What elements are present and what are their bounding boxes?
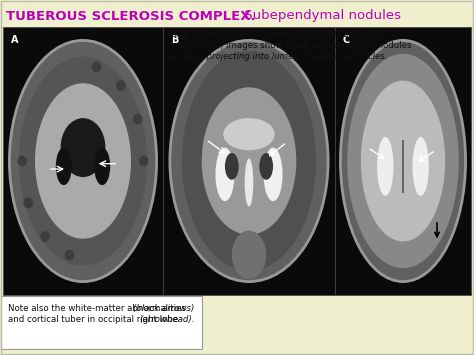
Ellipse shape [377,137,393,196]
Ellipse shape [245,158,253,207]
Ellipse shape [64,250,74,261]
Text: (arrows) projecting into lumen of lateral ventricles.: (arrows) projecting into lumen of latera… [168,52,388,61]
Ellipse shape [35,83,131,239]
Ellipse shape [259,153,273,180]
Ellipse shape [9,40,156,282]
Text: Subependymal nodules: Subependymal nodules [240,10,401,22]
Ellipse shape [361,81,445,241]
FancyBboxPatch shape [401,140,404,193]
Text: A: A [11,35,18,45]
FancyBboxPatch shape [335,27,471,295]
Ellipse shape [232,231,266,279]
Ellipse shape [116,80,126,91]
Ellipse shape [412,137,429,196]
Text: TUBEROUS SCLEROSIS COMPLEX.: TUBEROUS SCLEROSIS COMPLEX. [6,10,255,22]
FancyBboxPatch shape [1,296,202,349]
Ellipse shape [139,155,149,166]
Ellipse shape [216,148,234,201]
Ellipse shape [170,40,328,282]
Text: and cortical tuber in occipital right lobe: and cortical tuber in occipital right lo… [8,315,181,324]
Text: C: C [343,35,350,45]
Ellipse shape [223,118,275,150]
Ellipse shape [347,54,459,268]
Text: B: B [171,35,178,45]
Ellipse shape [18,155,27,166]
Ellipse shape [94,148,110,185]
Ellipse shape [61,118,105,177]
Text: (black arrows): (black arrows) [133,304,194,313]
Ellipse shape [225,153,239,180]
Ellipse shape [23,197,33,208]
Ellipse shape [264,148,283,201]
Ellipse shape [202,87,296,235]
Text: Axial T1-weighted (A), coronal FLAIR (B) and axial T2-: Axial T1-weighted (A), coronal FLAIR (B)… [168,30,399,39]
Ellipse shape [19,56,147,266]
Ellipse shape [56,148,72,185]
Ellipse shape [92,61,101,72]
FancyBboxPatch shape [3,27,163,295]
Ellipse shape [133,114,143,125]
Ellipse shape [340,40,465,282]
Ellipse shape [182,51,316,271]
FancyBboxPatch shape [0,5,474,27]
Text: weighted (C) images show small subependymal nodules: weighted (C) images show small subependy… [168,41,411,50]
Ellipse shape [40,231,50,242]
Text: Note also the white-matter abnormalities: Note also the white-matter abnormalities [8,304,189,313]
Text: (arrowhead).: (arrowhead). [139,315,195,324]
FancyBboxPatch shape [163,27,335,295]
